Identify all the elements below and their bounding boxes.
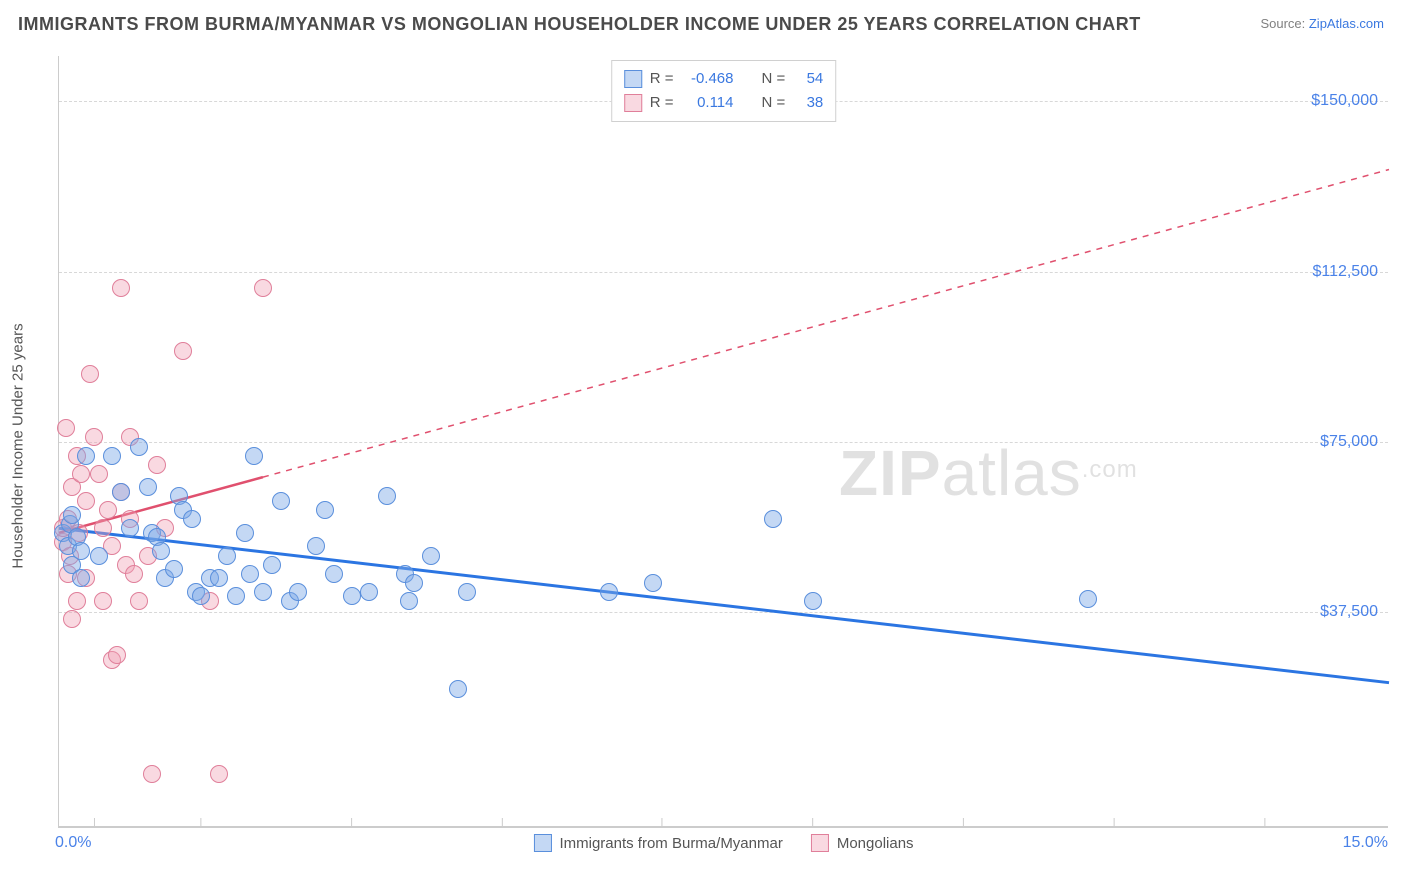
correlation-legend: R = -0.468 N = 54 R = 0.114 N = 38 bbox=[611, 60, 837, 122]
swatch-mongolian bbox=[811, 834, 829, 852]
data-point-burma bbox=[77, 447, 95, 465]
n-value-mongolian: 38 bbox=[793, 91, 823, 115]
data-point-burma bbox=[72, 569, 90, 587]
data-point-burma bbox=[263, 556, 281, 574]
n-value-burma: 54 bbox=[793, 67, 823, 91]
data-point-mongolian bbox=[94, 519, 112, 537]
data-point-burma bbox=[130, 438, 148, 456]
chart-title: IMMIGRANTS FROM BURMA/MYANMAR VS MONGOLI… bbox=[18, 14, 1141, 35]
data-point-burma bbox=[316, 501, 334, 519]
r-value-mongolian: 0.114 bbox=[682, 91, 734, 115]
data-point-mongolian bbox=[210, 765, 228, 783]
data-point-mongolian bbox=[85, 428, 103, 446]
r-label: R = bbox=[650, 91, 674, 115]
data-point-mongolian bbox=[108, 646, 126, 664]
legend-item-mongolian: Mongolians bbox=[811, 834, 914, 852]
data-point-burma bbox=[121, 519, 139, 537]
data-point-burma bbox=[165, 560, 183, 578]
data-point-mongolian bbox=[68, 592, 86, 610]
data-point-mongolian bbox=[112, 279, 130, 297]
legend-row-burma: R = -0.468 N = 54 bbox=[624, 67, 824, 91]
swatch-mongolian bbox=[624, 94, 642, 112]
data-point-burma bbox=[183, 510, 201, 528]
x-tick-min: 0.0% bbox=[55, 834, 91, 852]
data-point-burma bbox=[210, 569, 228, 587]
data-point-mongolian bbox=[81, 365, 99, 383]
source-prefix: Source: bbox=[1260, 16, 1308, 31]
data-point-burma bbox=[103, 447, 121, 465]
data-point-mongolian bbox=[148, 456, 166, 474]
data-point-mongolian bbox=[174, 342, 192, 360]
chart-container: { "title": "IMMIGRANTS FROM BURMA/MYANMA… bbox=[0, 0, 1406, 892]
swatch-burma bbox=[624, 70, 642, 88]
data-point-burma bbox=[422, 547, 440, 565]
data-point-burma bbox=[360, 583, 378, 601]
data-point-burma bbox=[400, 592, 418, 610]
data-point-mongolian bbox=[125, 565, 143, 583]
data-point-burma bbox=[1079, 590, 1097, 608]
data-point-burma bbox=[245, 447, 263, 465]
data-point-burma bbox=[90, 547, 108, 565]
legend-row-mongolian: R = 0.114 N = 38 bbox=[624, 91, 824, 115]
data-point-burma bbox=[112, 483, 130, 501]
data-point-burma bbox=[325, 565, 343, 583]
data-point-burma bbox=[458, 583, 476, 601]
data-point-mongolian bbox=[143, 765, 161, 783]
plot-area: $37,500$75,000$112,500$150,000 ZIPatlas.… bbox=[58, 56, 1388, 828]
data-point-mongolian bbox=[72, 465, 90, 483]
scatter-points bbox=[59, 56, 1388, 826]
data-point-mongolian bbox=[254, 279, 272, 297]
n-label: N = bbox=[762, 91, 786, 115]
data-point-burma bbox=[764, 510, 782, 528]
data-point-mongolian bbox=[77, 492, 95, 510]
series-legend: Immigrants from Burma/Myanmar Mongolians bbox=[533, 834, 913, 852]
data-point-burma bbox=[307, 537, 325, 555]
data-point-burma bbox=[343, 587, 361, 605]
data-point-burma bbox=[72, 542, 90, 560]
swatch-burma bbox=[533, 834, 551, 852]
data-point-mongolian bbox=[130, 592, 148, 610]
data-point-burma bbox=[289, 583, 307, 601]
data-point-mongolian bbox=[63, 610, 81, 628]
data-point-burma bbox=[449, 680, 467, 698]
n-label: N = bbox=[762, 67, 786, 91]
r-label: R = bbox=[650, 67, 674, 91]
data-point-mongolian bbox=[99, 501, 117, 519]
series-label-burma: Immigrants from Burma/Myanmar bbox=[559, 835, 782, 852]
data-point-burma bbox=[236, 524, 254, 542]
data-point-burma bbox=[254, 583, 272, 601]
source-attribution: Source: ZipAtlas.com bbox=[1260, 16, 1384, 31]
data-point-burma bbox=[378, 487, 396, 505]
data-point-burma bbox=[804, 592, 822, 610]
data-point-burma bbox=[139, 478, 157, 496]
r-value-burma: -0.468 bbox=[682, 67, 734, 91]
data-point-burma bbox=[241, 565, 259, 583]
data-point-burma bbox=[272, 492, 290, 510]
data-point-burma bbox=[192, 587, 210, 605]
y-axis-label: Householder Income Under 25 years bbox=[10, 323, 27, 568]
data-point-burma bbox=[218, 547, 236, 565]
data-point-mongolian bbox=[94, 592, 112, 610]
x-tick-max: 15.0% bbox=[1343, 834, 1388, 852]
data-point-burma bbox=[644, 574, 662, 592]
data-point-burma bbox=[227, 587, 245, 605]
data-point-burma bbox=[405, 574, 423, 592]
data-point-mongolian bbox=[57, 419, 75, 437]
data-point-burma bbox=[600, 583, 618, 601]
source-link[interactable]: ZipAtlas.com bbox=[1309, 16, 1384, 31]
data-point-mongolian bbox=[90, 465, 108, 483]
data-point-burma bbox=[63, 506, 81, 524]
legend-item-burma: Immigrants from Burma/Myanmar bbox=[533, 834, 782, 852]
series-label-mongolian: Mongolians bbox=[837, 835, 914, 852]
data-point-burma bbox=[152, 542, 170, 560]
